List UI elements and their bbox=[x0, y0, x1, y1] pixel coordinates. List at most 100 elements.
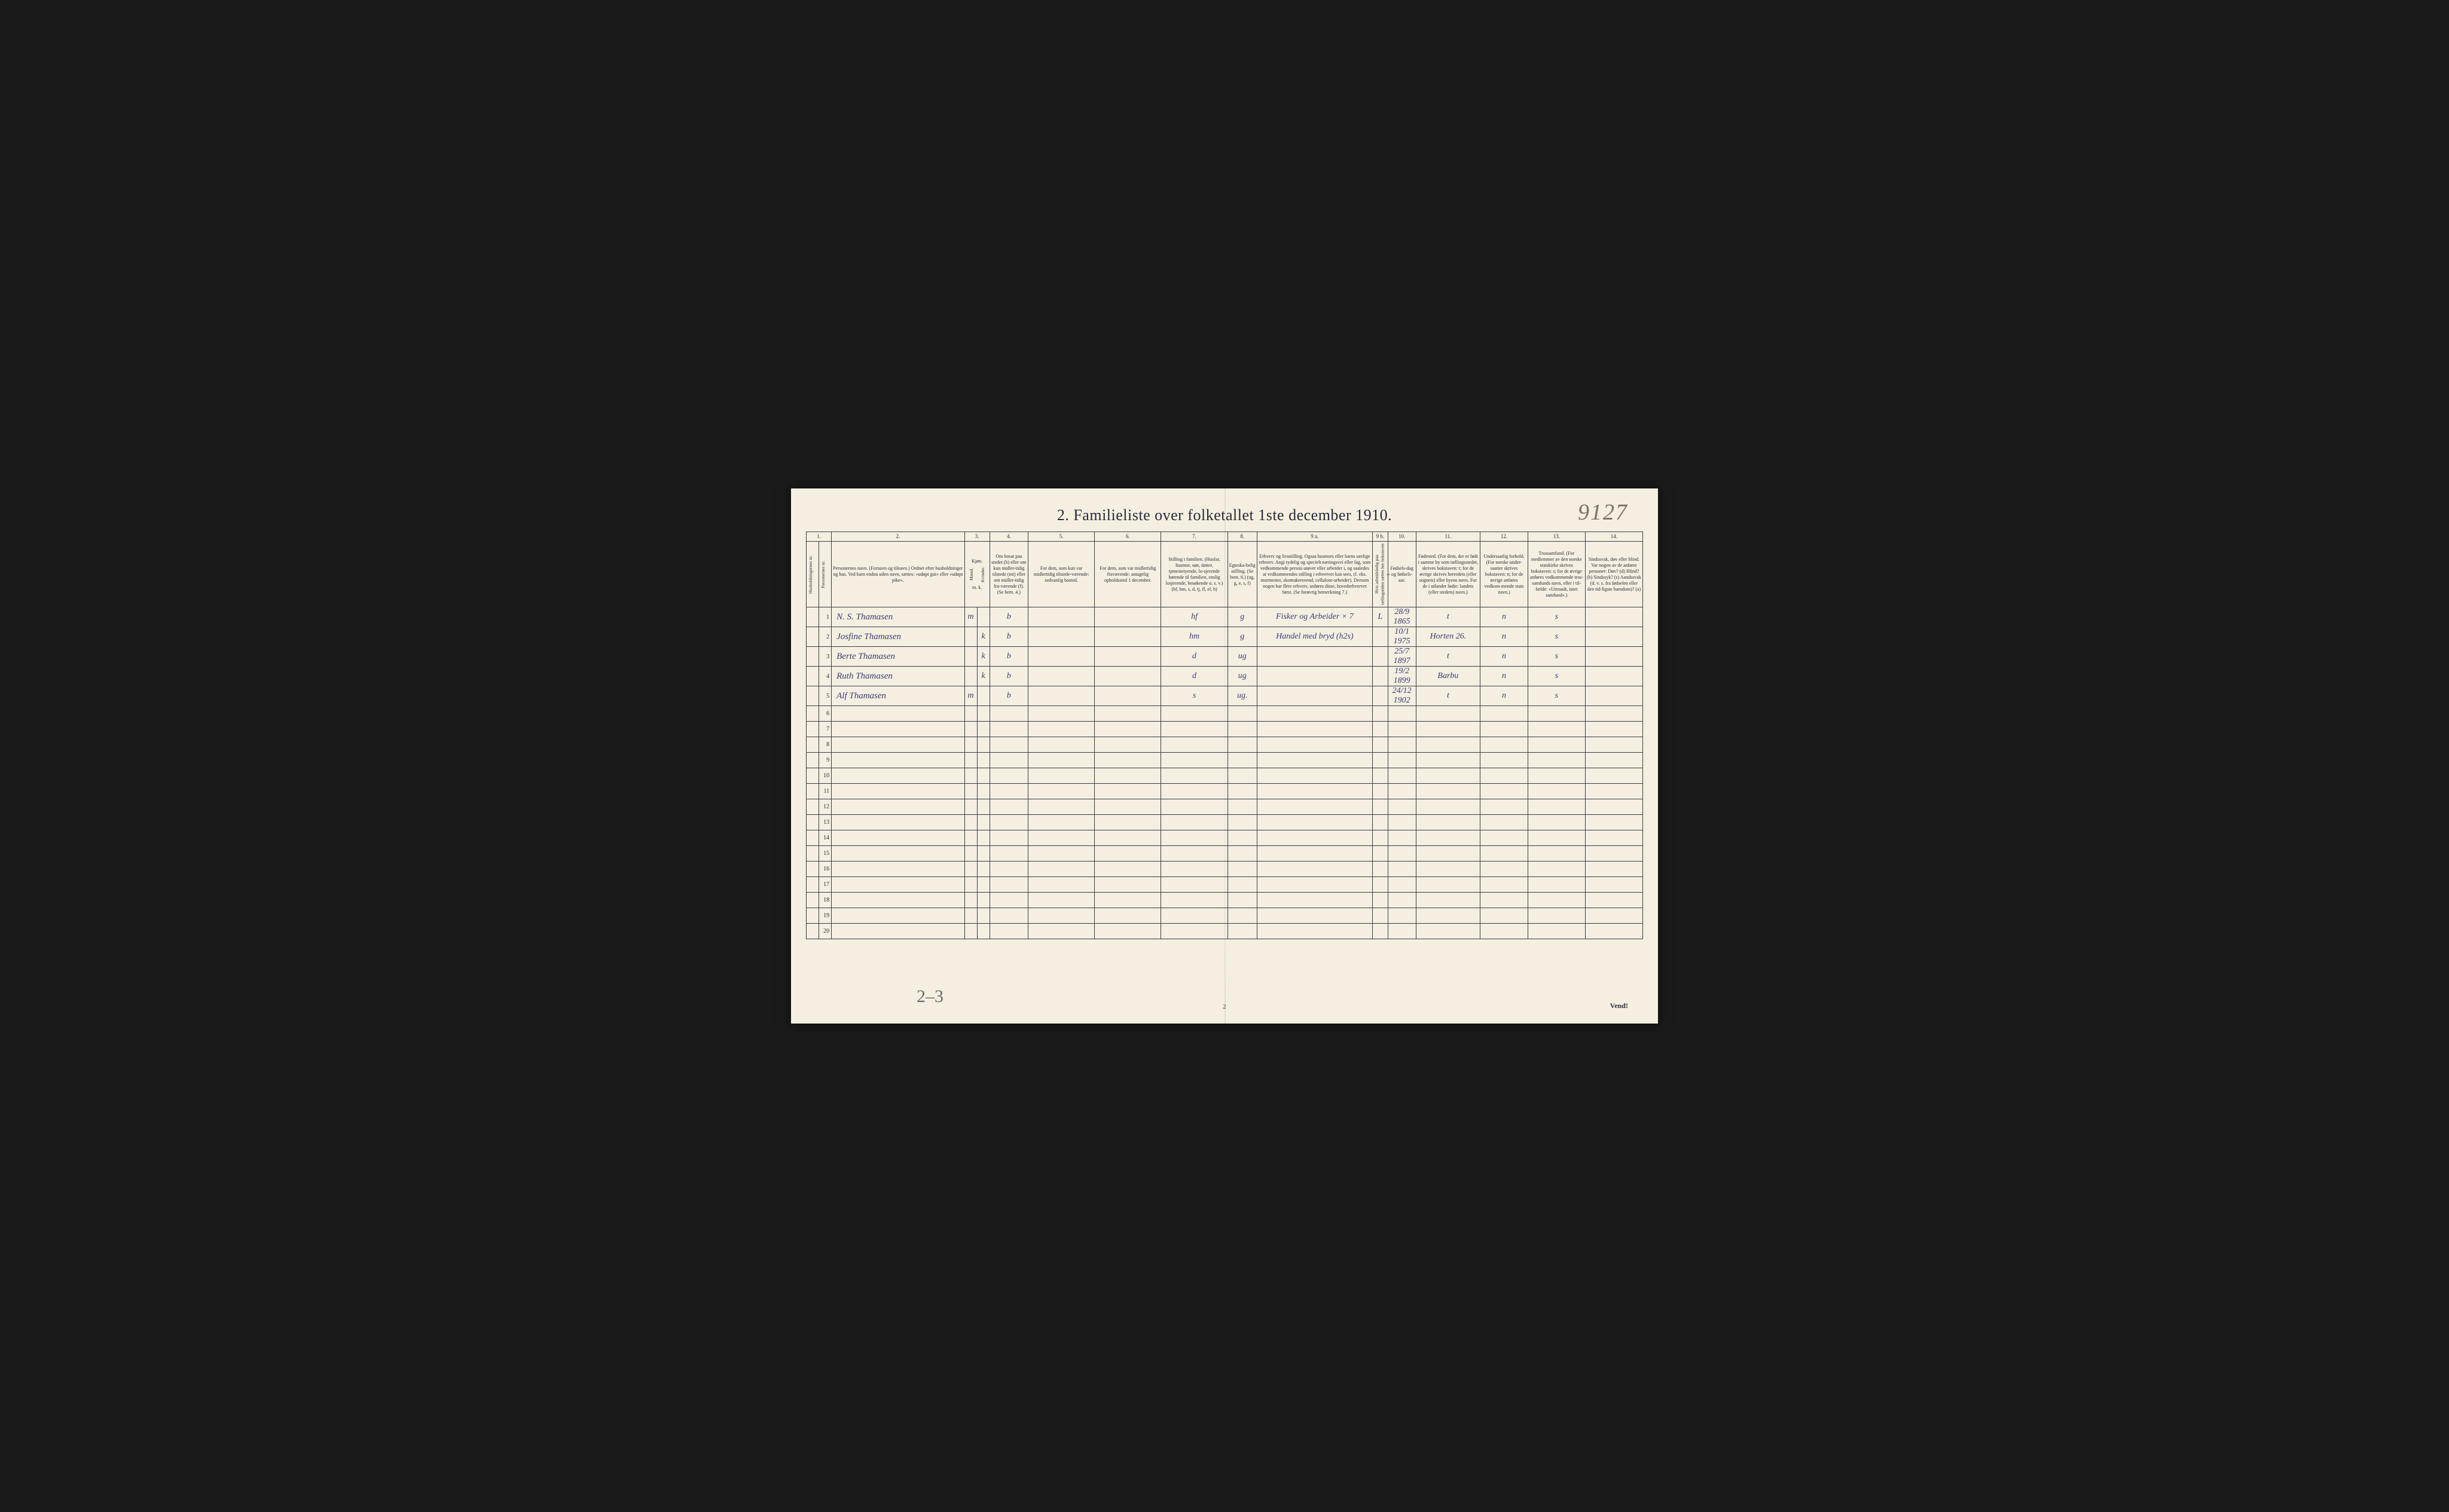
table-row: 10 bbox=[807, 768, 1643, 784]
cell bbox=[1528, 862, 1585, 877]
cell bbox=[1372, 830, 1388, 846]
cell: t bbox=[1416, 647, 1480, 667]
hdr-religion: Trossamfund. (For medlemmer av den norsk… bbox=[1528, 542, 1585, 607]
cell bbox=[977, 815, 990, 830]
cell bbox=[1585, 753, 1642, 768]
table-row: 14 bbox=[807, 830, 1643, 846]
cell bbox=[1528, 830, 1585, 846]
cell bbox=[1372, 815, 1388, 830]
cell bbox=[1528, 706, 1585, 722]
colnum-5: 5. bbox=[1028, 532, 1095, 542]
cell bbox=[977, 784, 990, 799]
table-row: 2Josfine ThamasenkbhmgHandel med bryd (h… bbox=[807, 627, 1643, 647]
cell bbox=[1480, 815, 1528, 830]
cell bbox=[1227, 830, 1257, 846]
cell bbox=[1585, 799, 1642, 815]
cell: g bbox=[1227, 627, 1257, 647]
cell bbox=[1257, 784, 1372, 799]
cell bbox=[1388, 862, 1416, 877]
cell bbox=[1227, 737, 1257, 753]
cell: s bbox=[1528, 667, 1585, 686]
cell bbox=[1388, 815, 1416, 830]
cell bbox=[1416, 908, 1480, 924]
cell bbox=[832, 908, 964, 924]
cell bbox=[977, 722, 990, 737]
cell bbox=[1480, 877, 1528, 893]
cell bbox=[807, 647, 819, 667]
cell bbox=[1095, 706, 1161, 722]
cell bbox=[964, 737, 977, 753]
cell bbox=[832, 846, 964, 862]
cell bbox=[1416, 862, 1480, 877]
cell bbox=[1528, 908, 1585, 924]
cell bbox=[1028, 647, 1095, 667]
cell: 17 bbox=[819, 877, 832, 893]
cell bbox=[1095, 846, 1161, 862]
cell bbox=[1372, 893, 1388, 908]
cell bbox=[1095, 667, 1161, 686]
table-row: 3Berte Thamasenkbdug25/7 1897tns bbox=[807, 647, 1643, 667]
cell bbox=[1028, 784, 1095, 799]
cell bbox=[1585, 924, 1642, 939]
hdr-sex: Kjøn. Mænd. Kvinder. m. k. bbox=[964, 542, 990, 607]
cell bbox=[1227, 753, 1257, 768]
cell bbox=[1028, 706, 1095, 722]
cell bbox=[1528, 815, 1585, 830]
cell bbox=[1257, 862, 1372, 877]
table-row: 15 bbox=[807, 846, 1643, 862]
cell bbox=[1528, 737, 1585, 753]
cell: k bbox=[977, 667, 990, 686]
cell bbox=[1095, 722, 1161, 737]
cell: b bbox=[990, 647, 1028, 667]
cell bbox=[964, 908, 977, 924]
colnum-2: 2. bbox=[832, 532, 964, 542]
cell bbox=[1480, 893, 1528, 908]
cell: Alf Thamasen bbox=[832, 686, 964, 706]
cell bbox=[964, 893, 977, 908]
cell bbox=[1257, 830, 1372, 846]
table-row: 20 bbox=[807, 924, 1643, 939]
cell bbox=[977, 908, 990, 924]
census-table: 1. 2. 3. 4. 5. 6. 7. 8. 9 a. 9 b. 10. 11… bbox=[806, 532, 1643, 939]
table-row: 7 bbox=[807, 722, 1643, 737]
cell bbox=[1257, 908, 1372, 924]
cell bbox=[1095, 799, 1161, 815]
cell bbox=[1028, 686, 1095, 706]
annotation-bottom-left: 2–3 bbox=[917, 986, 943, 1007]
cell: s bbox=[1528, 627, 1585, 647]
colnum-6: 6. bbox=[1095, 532, 1161, 542]
cell: 15 bbox=[819, 846, 832, 862]
colnum-11: 11. bbox=[1416, 532, 1480, 542]
cell: b bbox=[990, 667, 1028, 686]
cell bbox=[964, 830, 977, 846]
cell bbox=[1480, 799, 1528, 815]
cell bbox=[1388, 706, 1416, 722]
cell bbox=[1257, 722, 1372, 737]
cell bbox=[964, 877, 977, 893]
cell bbox=[1028, 737, 1095, 753]
cell bbox=[1095, 607, 1161, 627]
cell bbox=[1585, 667, 1642, 686]
cell bbox=[990, 722, 1028, 737]
cell bbox=[1095, 627, 1161, 647]
cell: g bbox=[1227, 607, 1257, 627]
cell bbox=[1028, 877, 1095, 893]
cell bbox=[1528, 753, 1585, 768]
cell: 12 bbox=[819, 799, 832, 815]
cell bbox=[832, 862, 964, 877]
hdr-resident: Om bosat paa stedet (b) eller om kun mid… bbox=[990, 542, 1028, 607]
cell bbox=[1227, 846, 1257, 862]
cell bbox=[1227, 908, 1257, 924]
cell bbox=[832, 815, 964, 830]
cell bbox=[1416, 753, 1480, 768]
cell: 19/2 1899 bbox=[1388, 667, 1416, 686]
cell bbox=[964, 846, 977, 862]
cell: 8 bbox=[819, 737, 832, 753]
cell bbox=[990, 862, 1028, 877]
cell bbox=[1257, 799, 1372, 815]
hdr-occupation: Erhverv og livsstilling. Ogsaa husmors e… bbox=[1257, 542, 1372, 607]
table-row: 5Alf Thamasenmbsug.24/12 1902tns bbox=[807, 686, 1643, 706]
cell bbox=[1028, 815, 1095, 830]
cell: 20 bbox=[819, 924, 832, 939]
cell bbox=[1480, 846, 1528, 862]
